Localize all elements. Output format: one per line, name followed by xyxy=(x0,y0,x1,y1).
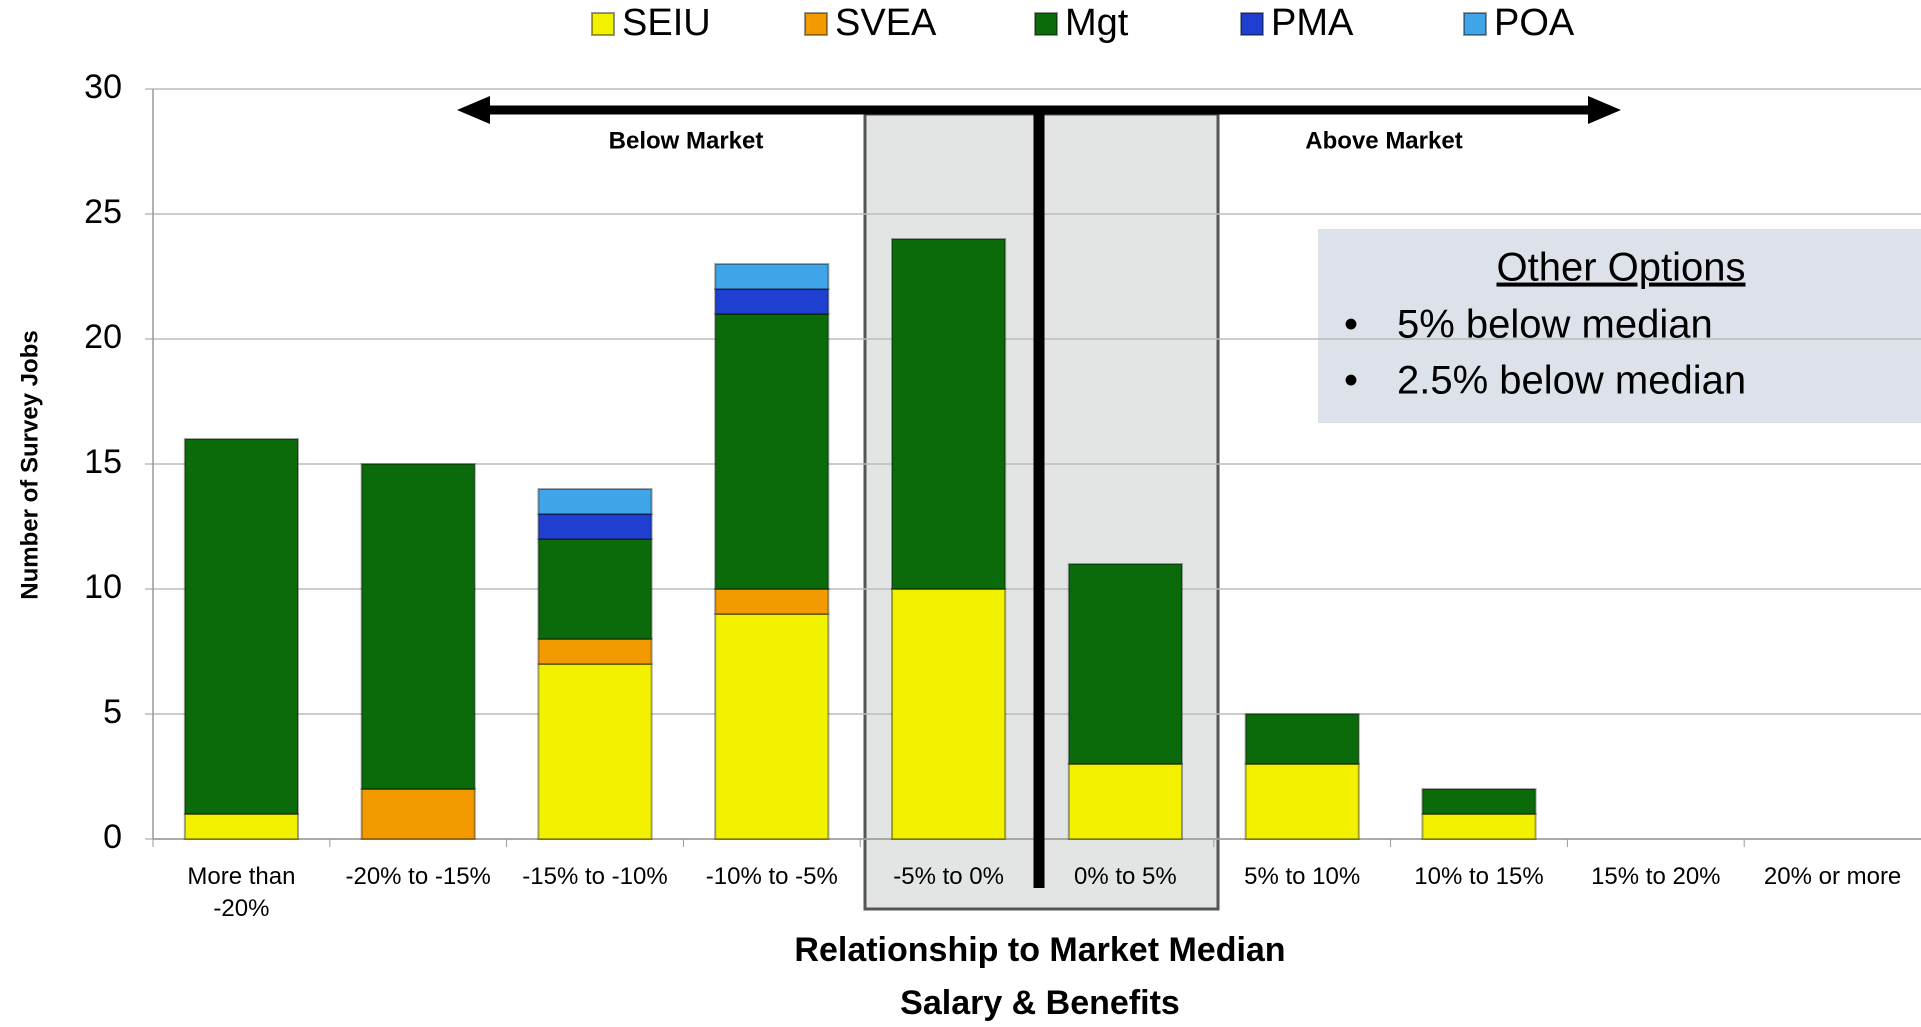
bar-segment xyxy=(714,588,830,615)
x-tick-label: -5% to 0% xyxy=(893,863,1004,890)
legend-label: POA xyxy=(1494,2,1575,44)
y-tick-label: 20 xyxy=(84,318,122,356)
bar-segment xyxy=(891,588,1007,840)
y-tick-label: 30 xyxy=(84,68,122,106)
bar-segment xyxy=(183,438,299,815)
x-tick-label: 0% to 5% xyxy=(1074,863,1177,890)
x-axis-label: Relationship to Market Median xyxy=(794,931,1285,969)
annotation: Below Market xyxy=(609,127,764,154)
x-axis-label: Salary & Benefits xyxy=(900,984,1180,1022)
legend-label: Mgt xyxy=(1065,2,1129,44)
legend-swatch xyxy=(804,12,828,36)
bar-segment xyxy=(1421,813,1537,840)
bar-segment xyxy=(537,488,653,515)
bullet: • xyxy=(1344,359,1358,403)
x-tick-label: 5% to 10% xyxy=(1244,863,1361,890)
bar-segment xyxy=(1244,713,1360,765)
x-tick-label: -10% to -5% xyxy=(705,863,838,890)
y-tick-label: 10 xyxy=(84,568,122,606)
arrow-head xyxy=(1588,96,1621,124)
bar-segment xyxy=(537,638,653,665)
bar-segment xyxy=(714,313,830,590)
x-tick-label: 20% or more xyxy=(1763,863,1902,890)
y-tick-label: 5 xyxy=(103,693,122,731)
options-box xyxy=(1318,229,1921,423)
x-tick-label: 15% to 20% xyxy=(1591,863,1721,890)
bar-segment xyxy=(537,538,653,640)
y-tick-label: 0 xyxy=(103,818,122,856)
bar-segment xyxy=(891,238,1007,590)
option-item: 2.5% below median xyxy=(1397,359,1746,403)
legend-label: SEIU xyxy=(622,2,711,44)
bar-segment xyxy=(537,513,653,540)
bar-segment xyxy=(714,613,830,840)
y-tick-label: 15 xyxy=(84,443,122,481)
bar-segment xyxy=(1421,788,1537,815)
x-tick-label: More than -20% xyxy=(187,863,296,922)
legend-swatch xyxy=(1240,12,1264,36)
bar-segment xyxy=(1067,763,1183,840)
option-item: 5% below median xyxy=(1397,303,1713,347)
bar-segment xyxy=(1244,763,1360,840)
bar-segment xyxy=(183,813,299,840)
bar-segment xyxy=(1067,563,1183,765)
legend-swatch xyxy=(1034,12,1058,36)
x-tick-label: -20% to -15% xyxy=(345,863,491,890)
legend-label: PMA xyxy=(1271,2,1354,44)
legend-swatch xyxy=(1463,12,1487,36)
x-tick-label: 10% to 15% xyxy=(1414,863,1544,890)
bar-segment xyxy=(714,288,830,315)
bar-segment xyxy=(714,263,830,290)
annotation: Above Market xyxy=(1305,127,1462,154)
y-tick-label: 25 xyxy=(84,193,122,231)
bar-segment xyxy=(537,663,653,840)
legend-label: SVEA xyxy=(835,2,937,44)
arrow-head xyxy=(457,96,490,124)
bullet: • xyxy=(1344,303,1358,347)
options-title: Other Options xyxy=(1496,246,1745,290)
y-axis-label: Number of Survey Jobs xyxy=(16,330,43,599)
plot: 0 5 10 15 20 25 30 SEIU SVEA Mgt PMA POA xyxy=(84,2,1921,888)
bar-segment xyxy=(360,463,476,790)
x-tick-label: -15% to -10% xyxy=(522,863,668,890)
bar-segment xyxy=(360,788,476,840)
legend-swatch xyxy=(591,12,615,36)
